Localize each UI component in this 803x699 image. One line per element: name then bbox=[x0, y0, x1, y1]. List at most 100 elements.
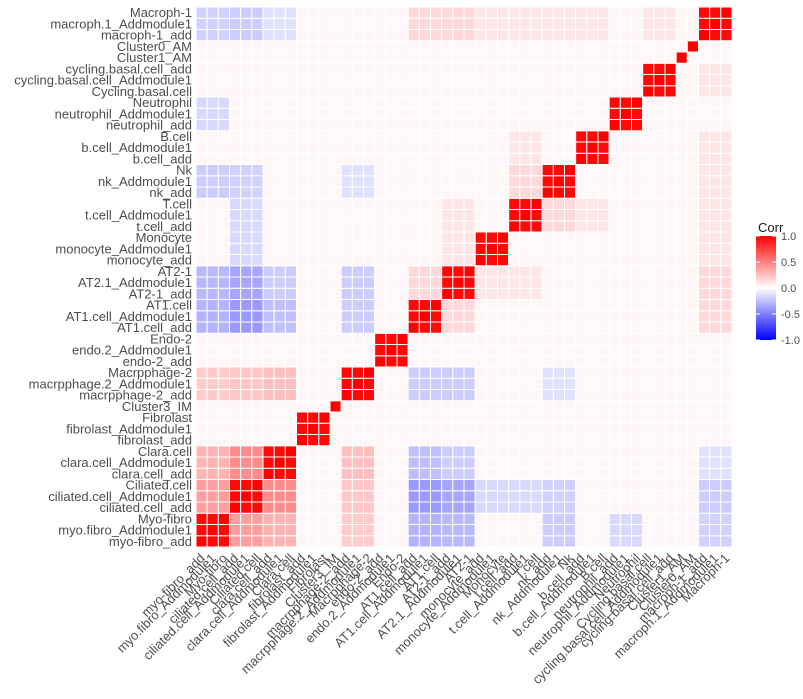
heatmap-cell bbox=[318, 310, 331, 323]
heatmap-cell bbox=[642, 434, 655, 447]
heatmap-cell bbox=[318, 332, 331, 345]
heatmap-cell bbox=[318, 119, 331, 132]
heatmap-cell bbox=[686, 400, 699, 413]
heatmap-cell bbox=[251, 130, 264, 143]
heatmap-cell bbox=[508, 186, 521, 199]
heatmap-cell bbox=[340, 254, 353, 267]
heatmap-cell bbox=[385, 456, 398, 469]
heatmap-cell bbox=[418, 389, 432, 402]
heatmap-cell bbox=[374, 17, 387, 30]
heatmap-cell bbox=[586, 411, 599, 424]
heatmap-cell bbox=[217, 422, 230, 435]
heatmap-cell bbox=[485, 355, 499, 368]
heatmap-cell bbox=[296, 490, 309, 503]
heatmap-cell bbox=[262, 299, 275, 312]
heatmap-cell bbox=[262, 220, 275, 233]
heatmap-cell bbox=[374, 164, 387, 177]
heatmap-cell bbox=[374, 355, 387, 368]
heatmap-cell bbox=[441, 141, 454, 154]
heatmap-cell bbox=[664, 141, 677, 154]
heatmap-cell bbox=[441, 265, 454, 278]
heatmap-cell bbox=[296, 242, 309, 255]
heatmap-cell bbox=[273, 310, 286, 323]
heatmap-cell bbox=[720, 422, 733, 435]
heatmap-cell bbox=[675, 231, 688, 244]
heatmap-cell bbox=[586, 96, 599, 109]
heatmap-cell bbox=[418, 366, 432, 379]
heatmap-cell bbox=[608, 209, 621, 222]
heatmap-cell bbox=[709, 366, 722, 379]
heatmap-cell bbox=[217, 40, 230, 53]
heatmap-cell bbox=[340, 152, 353, 165]
heatmap-cell bbox=[329, 310, 342, 323]
heatmap-cell bbox=[508, 400, 521, 413]
heatmap-cell bbox=[463, 445, 476, 458]
heatmap-cell bbox=[664, 366, 677, 379]
heatmap-cell bbox=[530, 535, 543, 548]
heatmap-cell bbox=[463, 299, 476, 312]
heatmap-cell bbox=[329, 40, 342, 53]
heatmap-cell bbox=[463, 209, 476, 222]
heatmap-cell bbox=[351, 422, 365, 435]
heatmap-cell bbox=[262, 254, 275, 267]
heatmap-cell bbox=[497, 400, 510, 413]
heatmap-cell bbox=[296, 389, 309, 402]
heatmap-cell bbox=[441, 501, 454, 514]
heatmap-cell bbox=[217, 456, 230, 469]
heatmap-cell bbox=[229, 344, 242, 357]
heatmap-cell bbox=[452, 321, 465, 334]
heatmap-cell bbox=[418, 164, 432, 177]
heatmap-cell bbox=[653, 85, 666, 98]
heatmap-cell bbox=[519, 456, 532, 469]
heatmap-cell bbox=[575, 524, 588, 537]
heatmap-cell bbox=[351, 96, 365, 109]
heatmap-cell bbox=[430, 411, 443, 424]
heatmap-cell bbox=[575, 29, 588, 42]
heatmap-cell bbox=[653, 287, 666, 300]
heatmap-cell bbox=[619, 254, 632, 267]
heatmap-cell bbox=[519, 479, 532, 492]
heatmap-cell bbox=[698, 377, 711, 390]
heatmap-cell bbox=[653, 276, 666, 289]
heatmap-cell bbox=[530, 130, 543, 143]
heatmap-cell bbox=[564, 119, 577, 132]
heatmap-cell bbox=[296, 512, 309, 525]
heatmap-cell bbox=[229, 276, 242, 289]
heatmap-cell bbox=[485, 254, 499, 267]
heatmap-cell bbox=[642, 209, 655, 222]
heatmap-cell bbox=[586, 332, 599, 345]
heatmap-cell bbox=[698, 456, 711, 469]
heatmap-cell bbox=[541, 164, 554, 177]
heatmap-cell bbox=[396, 51, 409, 64]
heatmap-cell bbox=[351, 344, 365, 357]
heatmap-cell bbox=[251, 175, 264, 188]
heatmap-cell bbox=[608, 400, 621, 413]
heatmap-cell bbox=[564, 434, 577, 447]
heatmap-cell bbox=[575, 299, 588, 312]
heatmap-cell bbox=[374, 299, 387, 312]
heatmap-cell bbox=[374, 310, 387, 323]
heatmap-cell bbox=[497, 152, 510, 165]
heatmap-cell bbox=[318, 175, 331, 188]
heatmap-cell bbox=[340, 321, 353, 334]
heatmap-cell bbox=[586, 242, 599, 255]
heatmap-cell bbox=[597, 51, 610, 64]
heatmap-cell bbox=[463, 74, 476, 87]
heatmap-cell bbox=[363, 152, 376, 165]
heatmap-cell bbox=[474, 299, 487, 312]
heatmap-cell bbox=[206, 422, 219, 435]
heatmap-cell bbox=[418, 287, 432, 300]
heatmap-cell bbox=[217, 119, 230, 132]
heatmap-cell bbox=[698, 512, 711, 525]
heatmap-cell bbox=[195, 85, 208, 98]
heatmap-cell bbox=[575, 490, 588, 503]
heatmap-cell bbox=[698, 389, 711, 402]
heatmap-cell bbox=[698, 242, 711, 255]
heatmap-cell bbox=[195, 62, 208, 75]
heatmap-cell bbox=[541, 535, 554, 548]
heatmap-cell bbox=[340, 512, 353, 525]
heatmap-cell bbox=[284, 29, 298, 42]
heatmap-cell bbox=[262, 535, 275, 548]
heatmap-cell bbox=[284, 467, 298, 480]
